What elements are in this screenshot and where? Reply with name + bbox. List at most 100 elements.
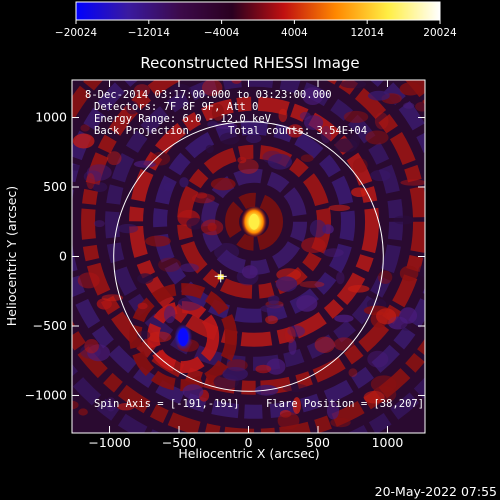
noise-blob [292, 397, 301, 414]
noise-blob [262, 150, 282, 164]
noise-blob [117, 223, 139, 234]
noise-blob [133, 84, 151, 97]
colorbar-tick-label: −20024 [55, 27, 98, 39]
interference-ring [225, 192, 284, 251]
x-tick-label: −500 [162, 435, 196, 450]
noise-blob [202, 80, 223, 96]
noise-blob [137, 302, 148, 310]
y-tick-label: 1000 [35, 110, 67, 125]
chart-title: Reconstructed RHESSI Image [140, 54, 359, 72]
noise-blob [72, 164, 81, 171]
noise-blob [164, 305, 176, 324]
noise-blob [277, 411, 300, 430]
noise-blob [147, 331, 172, 343]
noise-blob [177, 296, 202, 311]
noise-blob [399, 265, 419, 282]
annotation-spin-axis: Spin Axis = [-191,-191] [94, 398, 239, 410]
noise-blob [246, 133, 262, 144]
colorbar-tick-label: 20024 [423, 27, 457, 39]
noise-blob [275, 276, 298, 292]
noise-blob [399, 307, 418, 324]
image-content [72, 80, 425, 433]
noise-blob [179, 177, 189, 188]
noise-blob [302, 87, 324, 105]
colorbar-tick-label: −12014 [128, 27, 171, 39]
noise-blob [133, 160, 157, 168]
noise-blob [266, 358, 286, 375]
noise-blob [200, 219, 224, 236]
noise-blob [284, 326, 296, 344]
noise-blob [296, 295, 318, 312]
noise-blob [347, 285, 370, 293]
noise-blob [415, 101, 425, 112]
noise-blob [195, 192, 208, 199]
noise-blob [267, 295, 280, 305]
noise-blob [260, 304, 285, 313]
noise-blob [268, 300, 279, 308]
noise-blob [351, 187, 368, 197]
interference-ring [105, 80, 404, 371]
noise-blob [278, 108, 288, 123]
annotation-energy-range: Energy Range: 6.0 - 12.0 keV [94, 113, 272, 125]
noise-blob [328, 204, 351, 212]
noise-blob [72, 400, 79, 410]
noise-blob [222, 367, 248, 381]
y-axis: −1000 −500 0 500 1000 [25, 110, 425, 402]
interference-ring [153, 120, 356, 323]
noise-blob [255, 364, 272, 374]
flare-marker [214, 270, 227, 283]
timestamp: 20-May-2022 07:55 [375, 484, 497, 499]
bright-source-core [249, 213, 260, 230]
y-tick-label: −500 [33, 318, 67, 333]
noise-blob [367, 350, 389, 368]
noise-blob [169, 83, 191, 97]
noise-blob [343, 110, 369, 123]
noise-blob [163, 182, 174, 192]
noise-blob [96, 298, 112, 310]
noise-blob [105, 397, 117, 412]
noise-blob [333, 337, 355, 351]
noise-blob [94, 220, 105, 228]
noise-blob [83, 170, 102, 183]
noise-blob [287, 124, 304, 138]
noise-blob [418, 265, 425, 277]
noise-blob [237, 156, 247, 164]
noise-blob [400, 179, 425, 186]
noise-blob [376, 308, 397, 325]
colorbar [75, 1, 441, 21]
noise-blob [179, 263, 199, 273]
noise-blob [321, 125, 332, 144]
noise-blob [336, 271, 345, 285]
noise-blob [182, 384, 204, 399]
noise-blob [145, 235, 171, 247]
noise-blob [348, 368, 358, 377]
x-tick-label: 500 [306, 435, 330, 450]
noise-blobs [72, 80, 425, 430]
noise-blob [368, 90, 390, 101]
annotation-time-range: 8-Dec-2014 03:17:00.000 to 03:23:00.000 [85, 89, 332, 101]
negative-source-core [178, 328, 189, 347]
noise-blob [211, 103, 225, 121]
noise-blob [301, 237, 326, 253]
noise-blob [238, 158, 259, 174]
noise-blob [80, 124, 90, 132]
noise-blob [125, 100, 139, 115]
noise-blob [363, 390, 385, 404]
x-tick-label: 1000 [372, 435, 404, 450]
noise-blob [323, 248, 344, 258]
interference-ring [129, 283, 238, 392]
interference-ring [81, 80, 425, 395]
noise-blob [242, 265, 258, 279]
noise-blob [352, 158, 368, 173]
noise-blob [92, 182, 108, 193]
noise-blob [403, 102, 415, 109]
noise-blob [282, 383, 308, 393]
noise-blob [86, 164, 112, 181]
noise-blob [334, 138, 358, 153]
noise-blob [393, 215, 415, 225]
noise-blob [309, 219, 327, 238]
noise-blob [117, 403, 135, 411]
noise-blob [326, 401, 340, 420]
noise-blob [101, 294, 124, 302]
noise-blob [78, 408, 88, 416]
